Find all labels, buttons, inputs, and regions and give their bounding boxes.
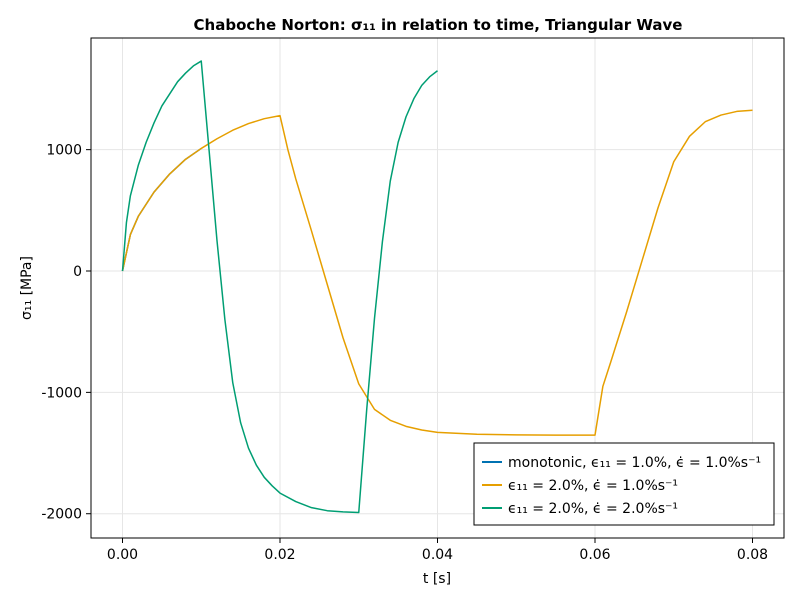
x-tick-label: 0.06 <box>579 547 610 563</box>
x-tick-label: 0.02 <box>264 547 295 563</box>
x-tick-label: 0.04 <box>422 547 453 563</box>
series-line-3 <box>121 60 438 514</box>
x-axis-ticks: 0.00 0.02 0.04 0.06 0.08 <box>107 538 768 563</box>
x-tick-label: 0.00 <box>107 547 138 563</box>
y-axis-label: σ₁₁ [MPa] <box>19 256 35 320</box>
y-tick-label: -2000 <box>41 507 82 523</box>
series-line-2 <box>121 109 753 436</box>
legend-label: ϵ₁₁ = 2.0%, ϵ̇ = 1.0%s⁻¹ <box>508 478 678 494</box>
legend-items: monotonic, ϵ₁₁ = 1.0%, ϵ̇ = 1.0%s⁻¹ ϵ₁₁ =… <box>482 455 761 517</box>
x-axis-label: t [s] <box>423 571 451 587</box>
series-layer <box>121 60 753 514</box>
x-tick-label: 0.08 <box>737 547 768 563</box>
y-tick-label: 1000 <box>46 143 82 159</box>
y-tick-label: -1000 <box>41 385 82 401</box>
chart-title: Chaboche Norton: σ₁₁ in relation to time… <box>194 16 683 34</box>
legend-box <box>473 442 775 526</box>
y-tick-label: 0 <box>73 264 82 280</box>
y-axis-ticks: -2000 -1000 0 1000 <box>41 143 91 523</box>
legend-label: ϵ₁₁ = 2.0%, ϵ̇ = 2.0%s⁻¹ <box>508 501 678 517</box>
legend: monotonic, ϵ₁₁ = 1.0%, ϵ̇ = 1.0%s⁻¹ ϵ₁₁ =… <box>473 442 775 526</box>
legend-label: monotonic, ϵ₁₁ = 1.0%, ϵ̇ = 1.0%s⁻¹ <box>508 455 761 471</box>
